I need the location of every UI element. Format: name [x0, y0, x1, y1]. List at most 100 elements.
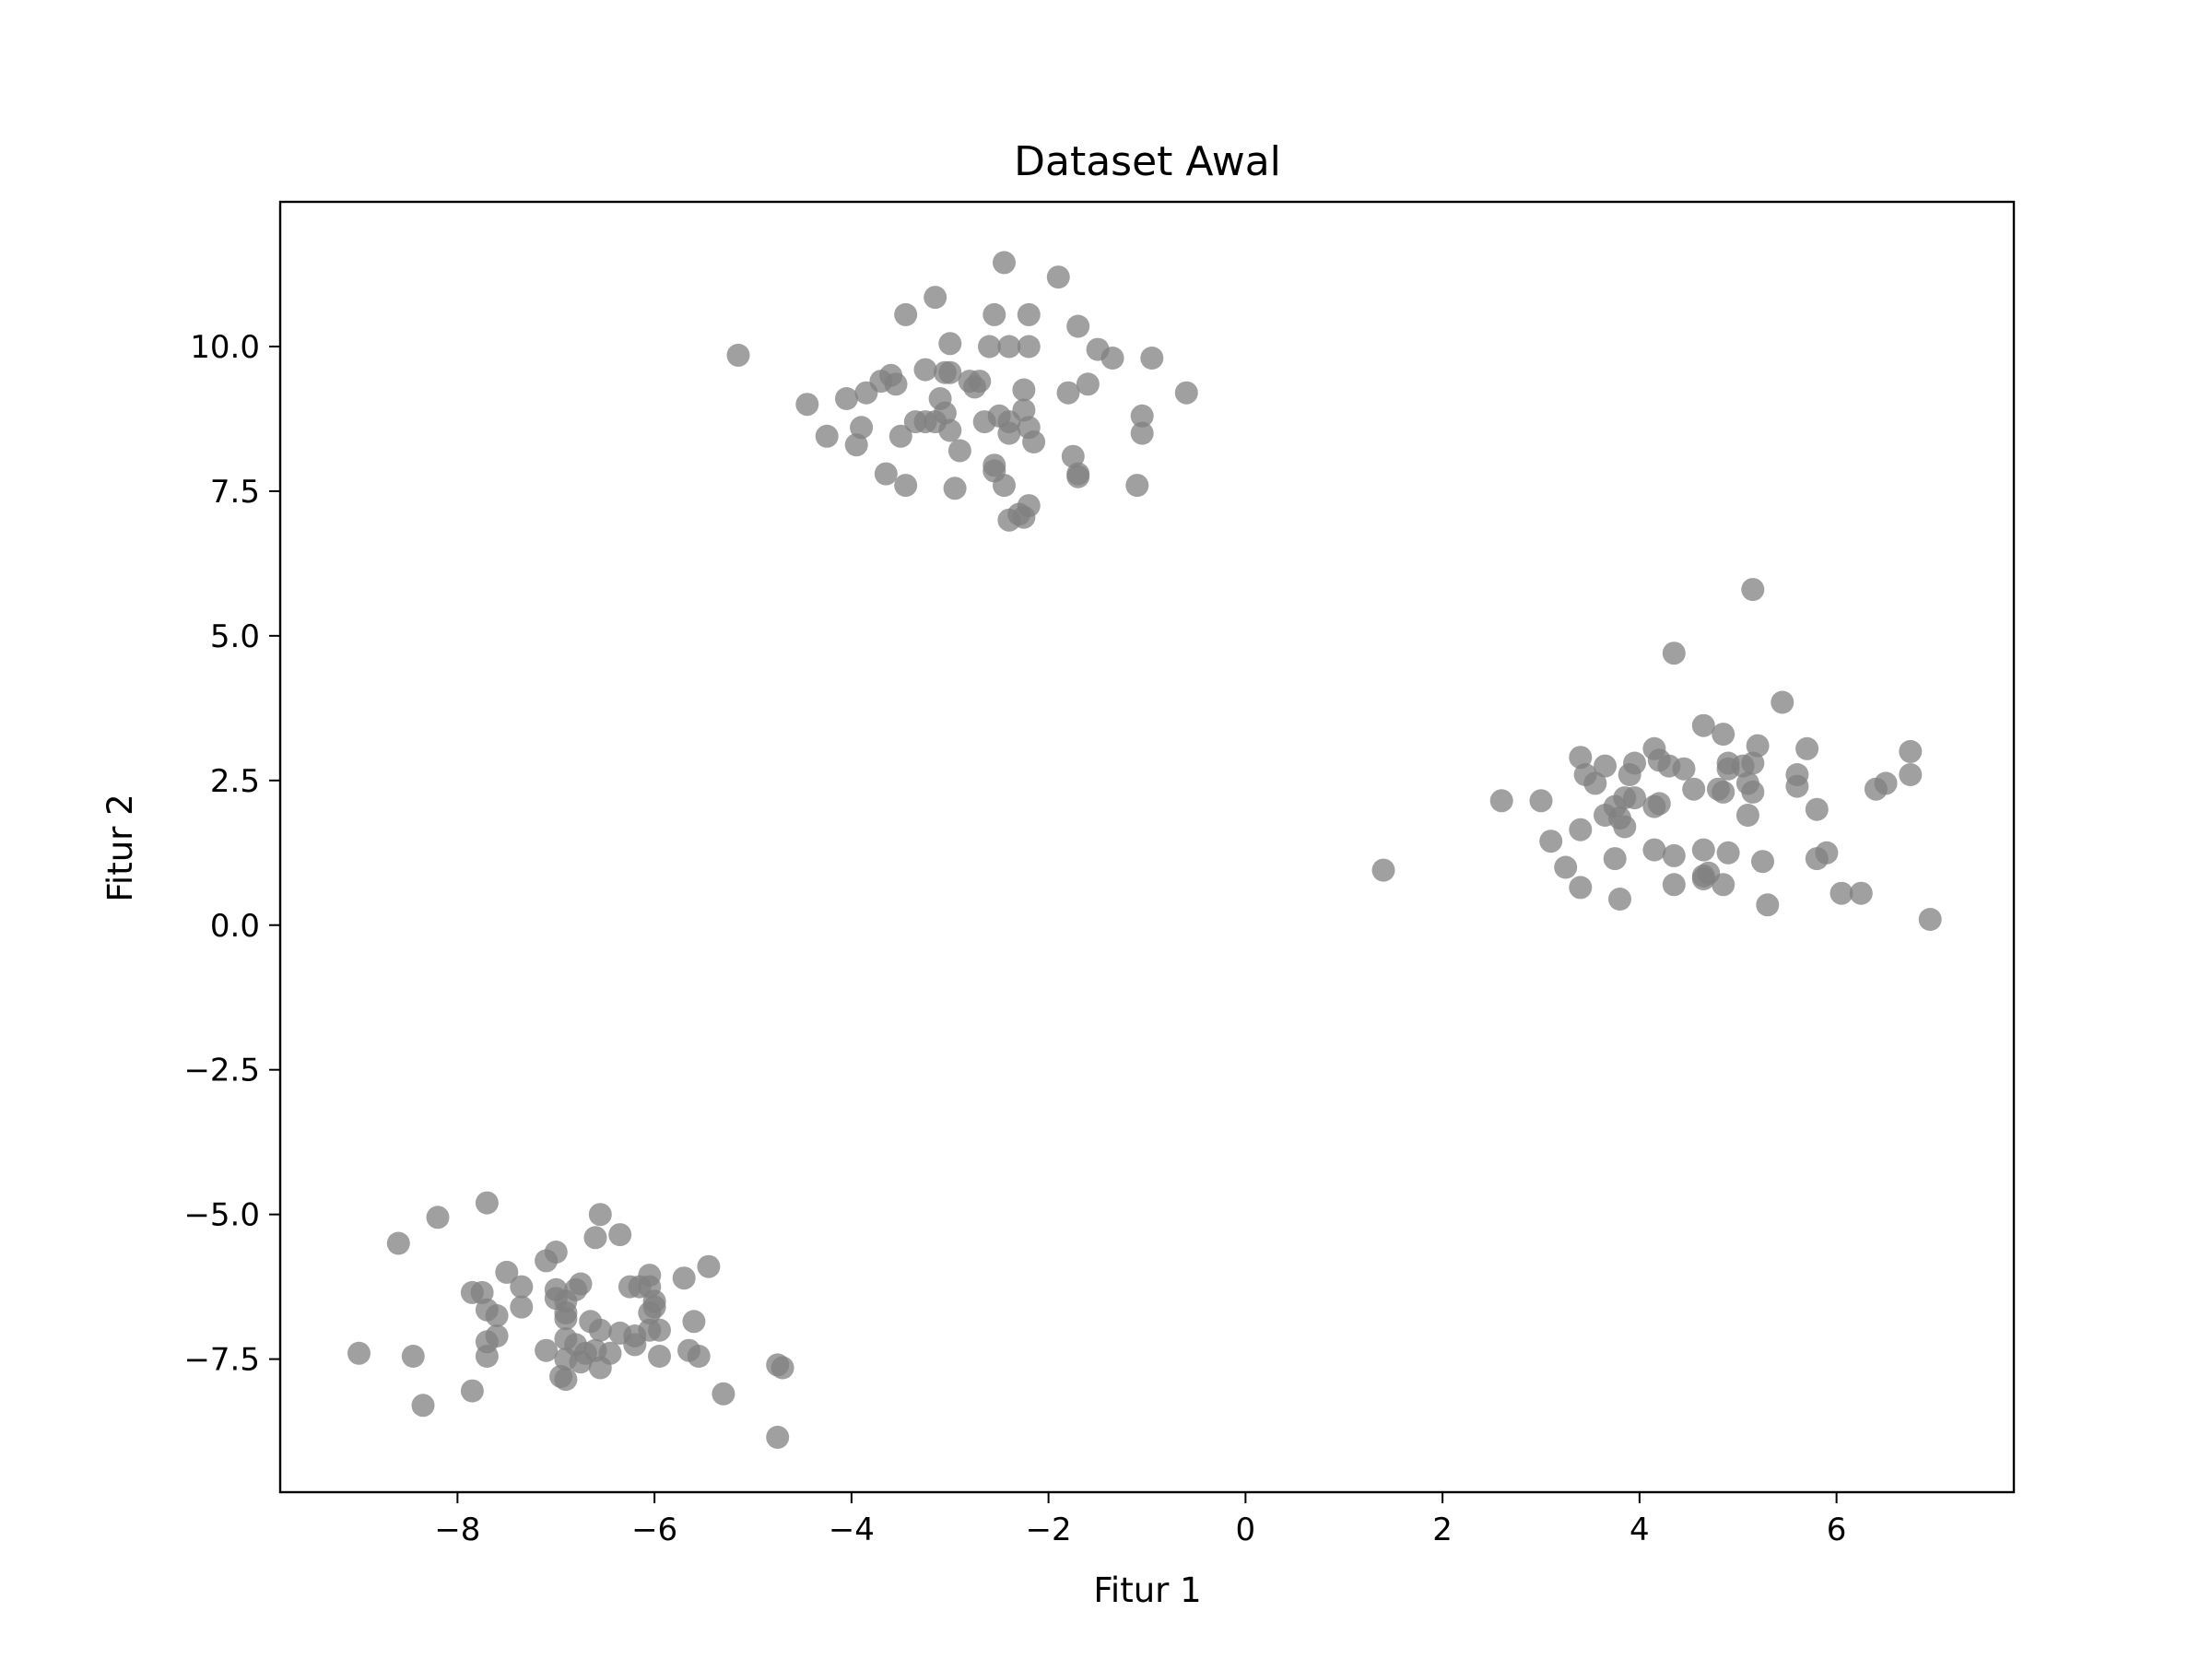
data-point: [982, 302, 1006, 326]
data-point: [1618, 763, 1641, 786]
y-tick-label: −2.5: [183, 1053, 260, 1089]
data-point: [938, 332, 962, 356]
data-point: [411, 1394, 435, 1418]
data-point: [588, 1203, 612, 1227]
data-point: [1741, 578, 1765, 602]
data-point: [968, 370, 992, 394]
data-point: [510, 1275, 534, 1299]
x-tick-label: −8: [434, 1512, 480, 1548]
data-point: [1899, 763, 1923, 786]
data-point: [1662, 873, 1686, 897]
data-point: [1100, 347, 1124, 370]
data-point: [1140, 347, 1164, 370]
data-point: [1066, 465, 1090, 488]
data-point: [648, 1345, 671, 1368]
data-point: [1712, 873, 1735, 897]
data-point: [1716, 751, 1740, 775]
data-point: [1874, 771, 1898, 795]
chart-title: Dataset Awal: [1014, 138, 1281, 185]
data-point: [771, 1356, 794, 1380]
data-point: [1682, 777, 1706, 801]
data-point: [588, 1356, 612, 1380]
x-tick-label: 2: [1432, 1512, 1453, 1548]
points-layer: [347, 251, 1942, 1449]
data-point: [1795, 736, 1819, 760]
data-point: [460, 1379, 484, 1403]
data-point: [1066, 314, 1090, 338]
data-point: [943, 477, 967, 500]
data-point: [1756, 893, 1780, 917]
data-point: [993, 251, 1016, 275]
data-point: [1716, 841, 1740, 865]
data-point: [648, 1318, 671, 1342]
data-point: [894, 302, 918, 326]
data-point: [554, 1300, 578, 1324]
data-point: [1529, 789, 1553, 813]
data-point: [1012, 378, 1036, 402]
data-point: [835, 387, 858, 410]
data-point: [894, 474, 918, 498]
x-tick-label: 6: [1827, 1512, 1847, 1548]
data-point: [1569, 818, 1593, 841]
data-point: [1899, 739, 1923, 763]
data-point: [1771, 690, 1794, 714]
data-point: [997, 421, 1021, 445]
data-point: [495, 1260, 519, 1284]
data-point: [1554, 855, 1578, 879]
data-point: [608, 1223, 632, 1247]
data-point: [1712, 723, 1735, 747]
data-point: [1017, 335, 1041, 359]
data-point: [535, 1338, 559, 1362]
data-point: [924, 286, 947, 310]
data-point: [475, 1191, 499, 1215]
data-point: [510, 1295, 534, 1319]
data-point: [1130, 421, 1154, 445]
data-point: [347, 1341, 371, 1365]
data-point: [583, 1226, 607, 1250]
data-point: [854, 381, 878, 405]
data-point: [938, 418, 962, 442]
data-point: [682, 1310, 706, 1334]
data-point: [1746, 734, 1770, 758]
data-point: [1489, 789, 1513, 813]
data-point: [1017, 302, 1041, 326]
data-point: [938, 360, 962, 384]
data-point: [1130, 404, 1154, 428]
x-tick-label: −6: [631, 1512, 677, 1548]
data-point: [426, 1206, 450, 1230]
data-point: [1706, 777, 1730, 801]
data-point: [1691, 867, 1715, 890]
data-point: [687, 1345, 711, 1368]
data-point: [978, 335, 1001, 359]
data-point: [1046, 265, 1070, 289]
x-tick-label: −4: [829, 1512, 875, 1548]
data-point: [638, 1300, 662, 1324]
data-point: [1830, 881, 1853, 905]
data-point: [386, 1231, 410, 1255]
data-point: [485, 1304, 509, 1327]
data-point: [672, 1266, 696, 1290]
data-point: [588, 1318, 612, 1342]
data-point: [844, 433, 868, 457]
data-point: [1613, 815, 1637, 839]
data-point: [1174, 381, 1198, 405]
plot-frame: [278, 200, 2016, 1494]
data-point: [947, 439, 971, 463]
x-tick-label: 4: [1630, 1512, 1650, 1548]
data-point: [888, 424, 912, 448]
data-point: [623, 1333, 647, 1357]
data-point: [697, 1254, 721, 1278]
data-point: [795, 393, 819, 417]
data-point: [470, 1280, 494, 1304]
data-point: [1918, 908, 1942, 931]
y-axis-ticks: −7.5 −5.0 −2.5 0.0 2.5 5.0 7.5 10.0: [183, 329, 280, 1379]
data-point: [569, 1350, 593, 1374]
data-point: [993, 474, 1016, 498]
data-point: [726, 343, 750, 367]
data-point: [1623, 786, 1646, 810]
data-point: [1805, 797, 1829, 821]
data-point: [1662, 641, 1686, 665]
data-point: [1608, 888, 1631, 911]
